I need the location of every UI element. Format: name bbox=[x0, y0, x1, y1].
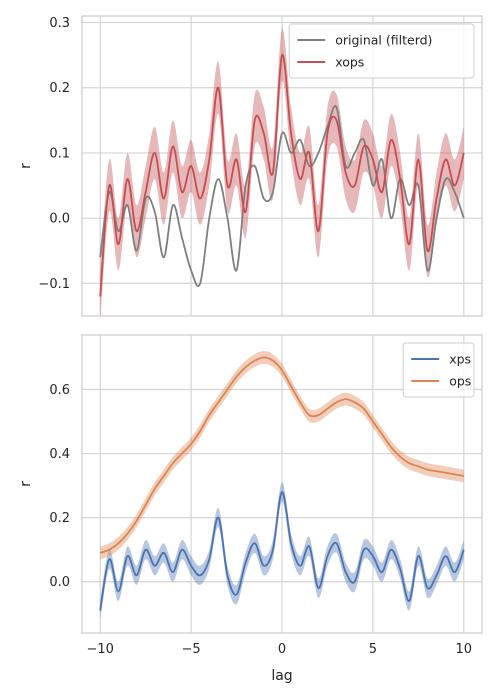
series-line-2 bbox=[99, 356, 464, 554]
x-tick-label: 5 bbox=[369, 642, 377, 657]
legend-box bbox=[402, 342, 475, 398]
y-tick-label: 0.0 bbox=[49, 212, 70, 227]
y-tick-label: 0.6 bbox=[49, 383, 70, 398]
x-tick-label: 0 bbox=[278, 642, 286, 657]
legend-box bbox=[288, 23, 475, 79]
y-tick-label: 0.3 bbox=[49, 16, 70, 31]
y-tick-label: 0.1 bbox=[49, 146, 70, 161]
chart-panel-2: 0.0 0.2 0.4 0.6 −10 −5 0 5 10 r lag xps ops bbox=[18, 334, 483, 684]
y-tick-label: 0.2 bbox=[49, 511, 70, 526]
series-line-1 bbox=[99, 491, 465, 611]
x-axis-label: lag bbox=[271, 668, 292, 684]
y-tick-label: 0.2 bbox=[49, 81, 70, 96]
y-axis-label: r bbox=[18, 481, 34, 487]
legend-label: xops bbox=[335, 55, 364, 70]
legend: original (filterd) xops bbox=[288, 23, 475, 79]
y-tick-label: −0.1 bbox=[38, 277, 70, 292]
legend-label: ops bbox=[449, 374, 471, 389]
x-tick-label: −5 bbox=[182, 642, 201, 657]
chart-panel-1: −0.1 0.0 0.1 0.2 0.3 r original (filterd) xops bbox=[18, 15, 483, 323]
series-line-1 bbox=[99, 105, 465, 287]
legend: xps ops bbox=[402, 342, 475, 398]
plot-frame bbox=[81, 334, 483, 634]
plot-frame bbox=[81, 15, 483, 317]
legend-label: original (filterd) bbox=[335, 33, 432, 48]
y-tick-label: 0.0 bbox=[49, 575, 70, 590]
legend-label: xps bbox=[449, 352, 471, 367]
y-tick-label: 0.4 bbox=[49, 447, 70, 462]
x-tick-label: −10 bbox=[86, 642, 113, 657]
series-line-2 bbox=[99, 54, 465, 297]
series-band-1 bbox=[100, 482, 464, 621]
y-axis-label: r bbox=[18, 163, 34, 169]
x-tick-label: 10 bbox=[456, 642, 473, 657]
